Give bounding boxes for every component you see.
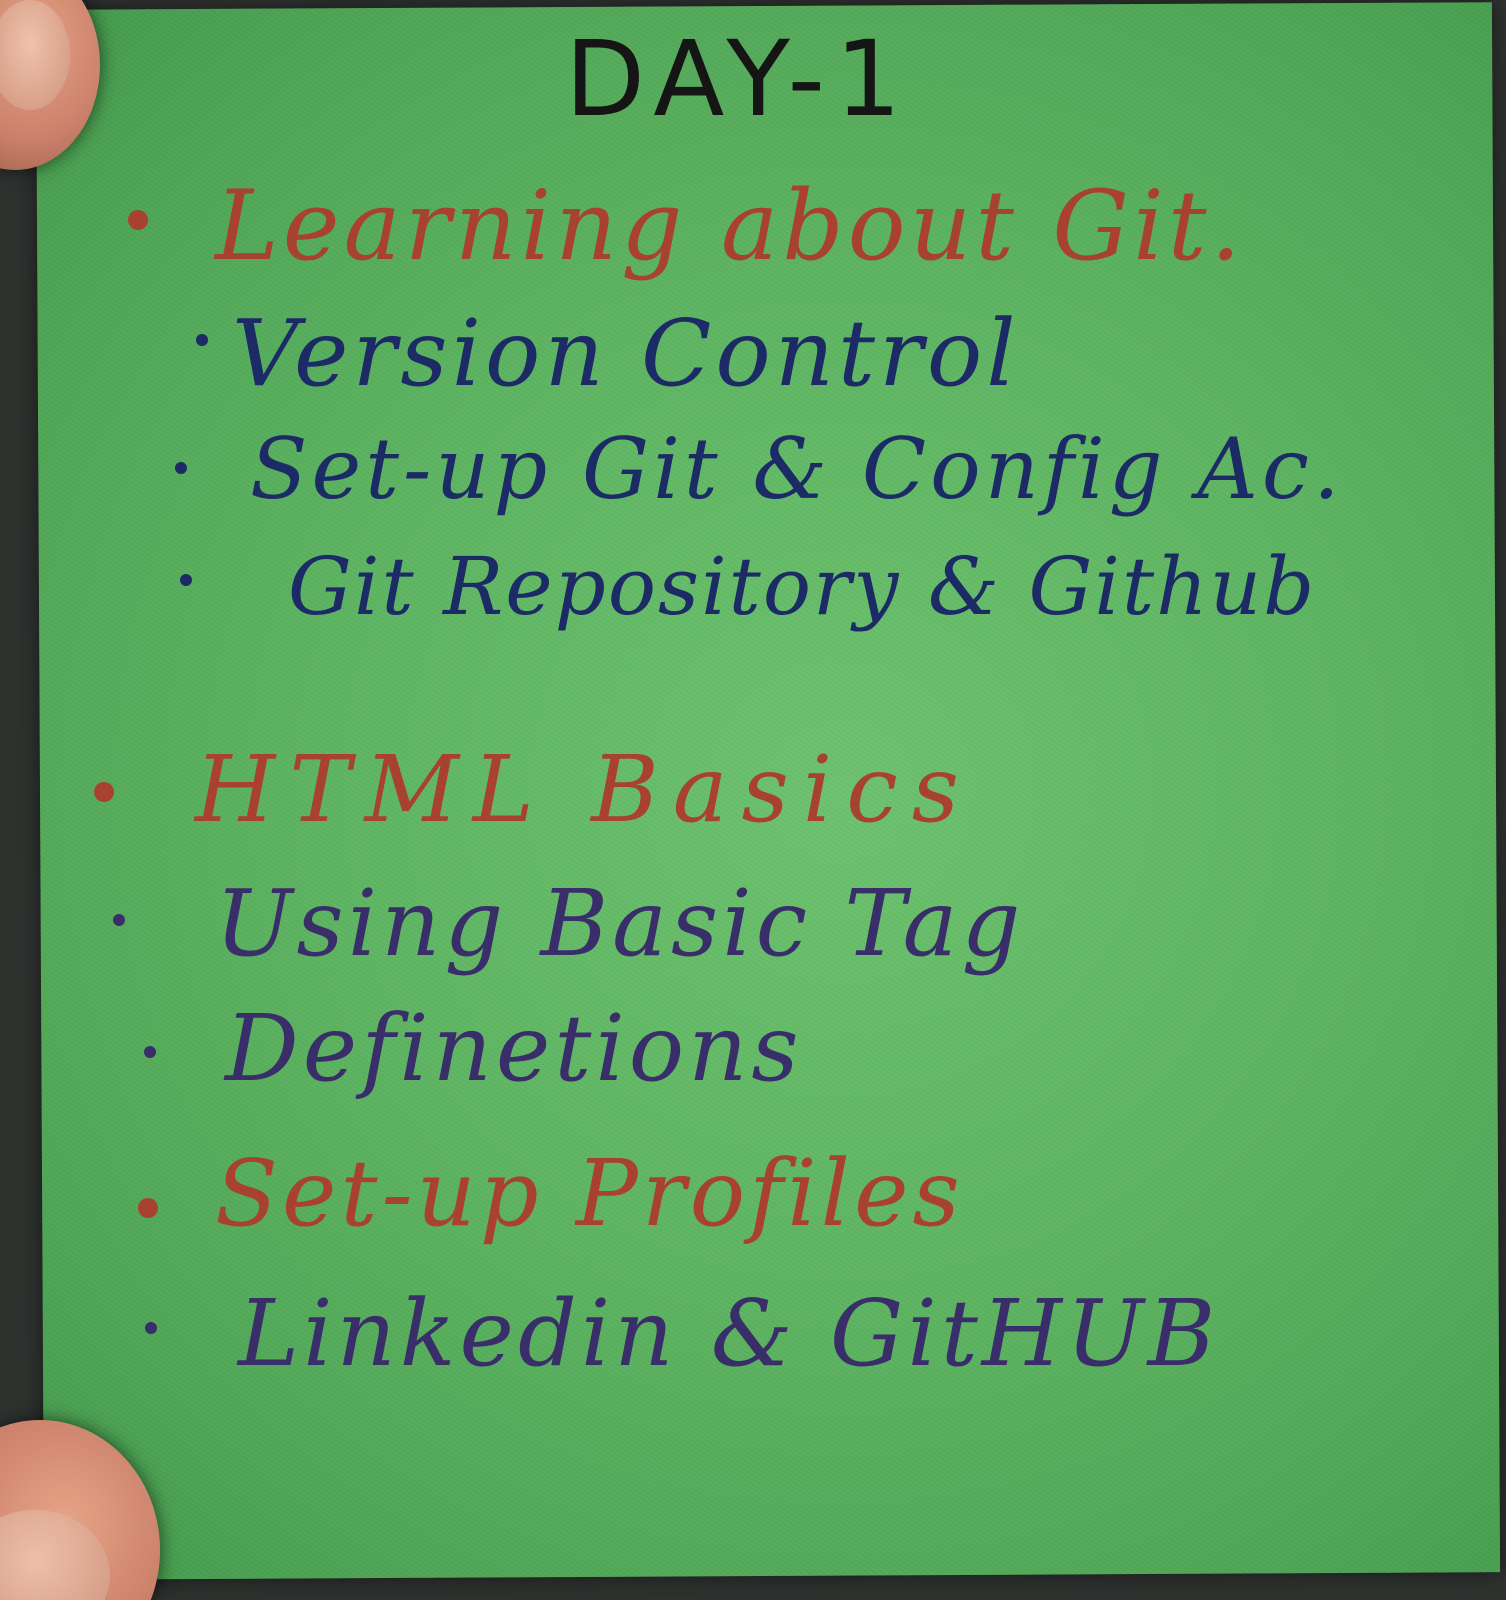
section-heading-profiles: Set-up Profiles [215,1140,964,1247]
section-heading-html: HTML Basics [195,736,973,843]
section-heading-git: Learning about Git. [215,170,1245,282]
fingernail [0,0,70,110]
finger-top-left [0,0,100,170]
thumb-bottom-left [0,1420,160,1600]
bullet-dot [128,210,148,230]
bullet-dot [145,1322,157,1334]
bullet-dot [144,1046,156,1058]
item-linkedin-github: Linkedin & GitHUB [238,1280,1220,1387]
bullet-dot [94,782,114,802]
thumbnail [0,1510,110,1600]
item-version-control: Version Control [232,300,1020,407]
item-using-basic-tag: Using Basic Tag [215,870,1025,977]
bullet-dot [196,334,208,346]
bullet-dot [138,1198,158,1218]
item-setup-git: Set-up Git & Config Ac. [250,420,1344,518]
item-git-repository: Git Repository & Github [288,540,1317,633]
bullet-dot [113,914,125,926]
note-title: DAY-1 [565,18,912,140]
bullet-dot [180,574,192,586]
item-definetions: Definetions [225,995,803,1102]
bullet-dot [175,462,187,474]
